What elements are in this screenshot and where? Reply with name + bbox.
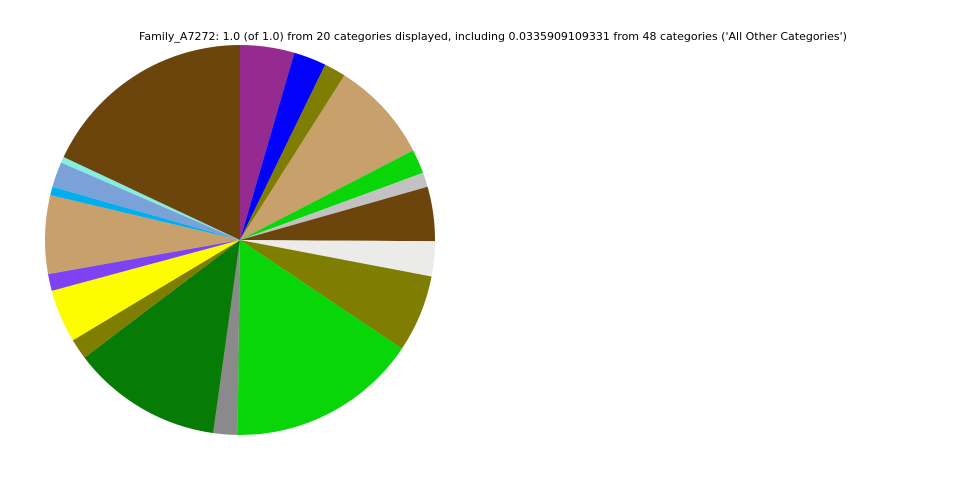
pie-slice — [240, 64, 345, 241]
pie-slice — [48, 240, 241, 291]
pie-slice — [51, 240, 240, 341]
pie-slice — [50, 186, 240, 240]
pie-slice — [240, 45, 295, 240]
pie-slice — [213, 240, 240, 435]
chart-title: Family_A7272: 1.0 (of 1.0) from 20 categ… — [139, 30, 847, 43]
pie-slice — [240, 240, 435, 277]
pie-slice — [240, 186, 436, 242]
pie-slice — [240, 240, 432, 349]
pie-slice — [240, 150, 424, 240]
pie-slice — [240, 52, 326, 240]
pie-slice — [240, 75, 414, 240]
pie-slice — [237, 240, 402, 435]
pie-slice — [240, 172, 428, 240]
pie-slice — [84, 240, 241, 434]
pie-slice — [63, 45, 241, 240]
pie-slice — [72, 240, 240, 358]
pie-slice — [61, 156, 240, 240]
pie-slice — [52, 162, 241, 240]
pie-slice — [45, 195, 241, 275]
